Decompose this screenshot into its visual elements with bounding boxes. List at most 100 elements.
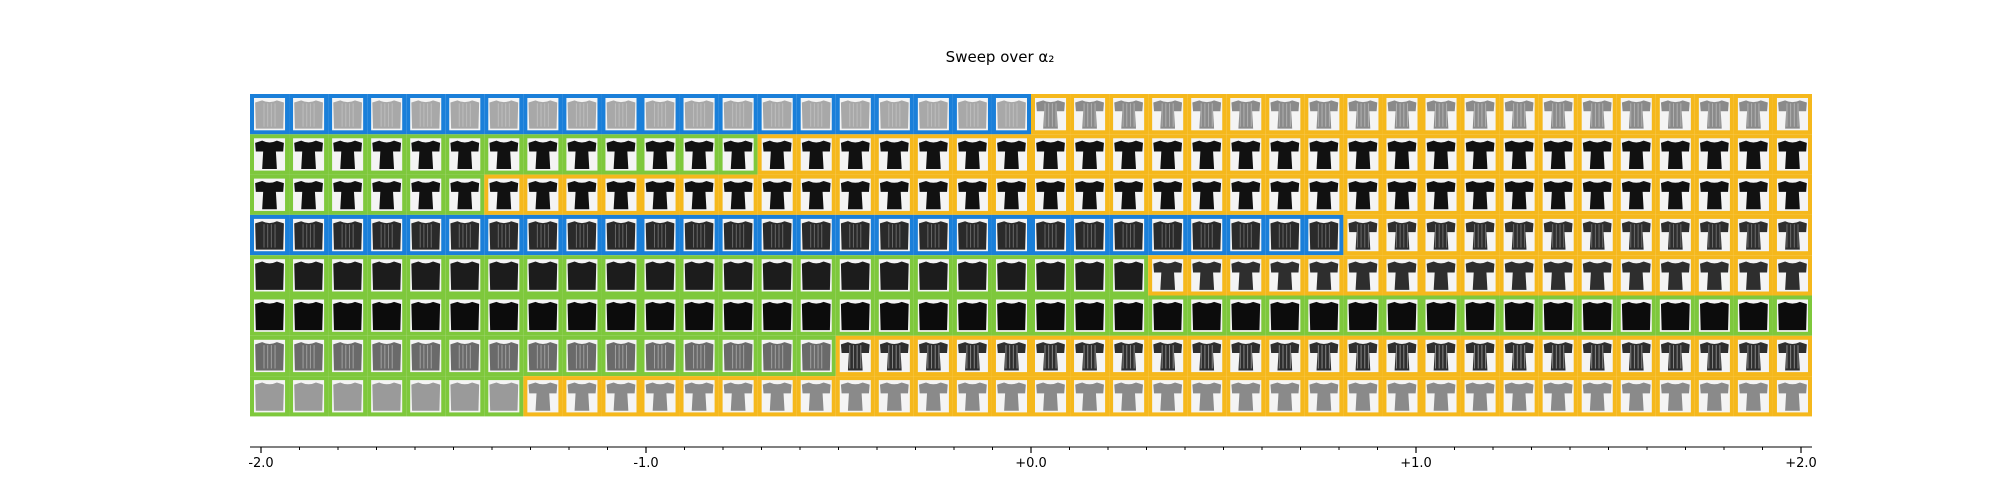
sample-tile	[1772, 255, 1812, 296]
sample-tile	[1655, 335, 1695, 377]
sample-tile	[1070, 94, 1110, 135]
sample-tile	[406, 214, 446, 256]
sample-tile	[1148, 376, 1188, 417]
sample-tile	[1109, 295, 1149, 336]
sample-tile	[1733, 134, 1773, 175]
sample-tile	[1577, 335, 1617, 377]
sample-tile	[562, 376, 602, 417]
sample-tile	[835, 134, 875, 175]
sample-tile	[289, 376, 329, 417]
x-axis: -2.0 -1.0 +0.0 +1.0 +2.0	[248, 446, 1817, 471]
sample-tile	[367, 134, 407, 175]
sample-tile	[991, 255, 1032, 296]
sample-tile	[1499, 134, 1539, 175]
sample-tile	[328, 335, 368, 377]
sample-tile	[1343, 255, 1383, 296]
sample-tile	[679, 376, 719, 417]
sample-tile	[1031, 174, 1071, 215]
sample-tile	[757, 255, 797, 296]
sample-tile	[1226, 255, 1266, 296]
sample-tile	[1382, 255, 1422, 296]
sample-tile	[1109, 376, 1149, 417]
sample-tile	[1772, 214, 1812, 256]
sample-tile	[523, 376, 563, 417]
sample-tile	[1538, 214, 1578, 256]
sample-tile	[757, 134, 797, 175]
sample-tile	[562, 174, 602, 215]
sample-tile	[1460, 214, 1500, 256]
sample-tile	[1304, 295, 1344, 336]
sample-tile	[796, 134, 836, 175]
sample-tile	[718, 255, 758, 296]
sample-tile	[601, 174, 641, 215]
sample-tile	[991, 214, 1032, 256]
sample-tile	[796, 214, 836, 256]
sample-tile	[835, 255, 875, 296]
sample-tile	[406, 376, 446, 417]
sample-tile	[1538, 335, 1578, 377]
sample-tile	[250, 174, 290, 215]
sample-tile	[718, 134, 758, 175]
sample-tile	[289, 134, 329, 175]
sample-tile	[1694, 255, 1734, 296]
sample-tile	[523, 94, 563, 135]
sample-tile	[1577, 255, 1617, 296]
sample-tile	[484, 214, 524, 256]
sample-tile	[1187, 335, 1227, 377]
sample-tile	[640, 94, 680, 135]
sample-tile	[445, 174, 485, 215]
sample-tile	[1694, 94, 1734, 135]
sample-tile	[1655, 94, 1695, 135]
sample-tile	[1382, 214, 1422, 256]
sample-tile	[484, 134, 524, 175]
sample-tile	[1304, 94, 1344, 135]
sample-tile	[523, 255, 563, 296]
sample-tile	[1031, 214, 1071, 256]
sample-tile	[1499, 295, 1539, 336]
sample-tile	[874, 255, 914, 296]
sample-tile	[835, 94, 875, 135]
sample-tile	[991, 94, 1032, 135]
sample-tile	[1616, 94, 1656, 135]
sample-tile	[1460, 174, 1500, 215]
sample-tile	[1382, 295, 1422, 336]
sample-tile	[1421, 134, 1461, 175]
sample-tile	[1733, 376, 1773, 417]
sample-tile	[601, 94, 641, 135]
sample-tile	[1070, 134, 1110, 175]
sample-tile	[523, 174, 563, 215]
sample-tile	[1187, 295, 1227, 336]
sample-tile	[1733, 174, 1773, 215]
sample-tile	[250, 255, 290, 296]
sample-tile	[1265, 335, 1305, 377]
sample-tile	[1577, 174, 1617, 215]
sample-tile	[289, 295, 329, 336]
sample-tile	[1655, 255, 1695, 296]
sample-tile	[367, 214, 407, 256]
sample-tile	[1538, 134, 1578, 175]
sample-tile	[1343, 214, 1383, 256]
sample-tile	[1733, 335, 1773, 377]
sample-tile	[523, 295, 563, 336]
sample-tile	[1226, 94, 1266, 135]
sample-tile	[1616, 376, 1656, 417]
sample-tile	[1031, 335, 1071, 377]
sample-tile	[1070, 174, 1110, 215]
sample-tile	[952, 214, 992, 256]
sample-tile	[952, 94, 992, 135]
sample-tile	[1187, 376, 1227, 417]
sample-tile	[952, 174, 992, 215]
sample-tile	[484, 174, 524, 215]
sample-tile	[1421, 376, 1461, 417]
sample-tile	[874, 134, 914, 175]
sample-tile	[445, 295, 485, 336]
sample-tile	[445, 94, 485, 135]
sample-tile	[523, 214, 563, 256]
sample-tile	[718, 376, 758, 417]
sample-tile	[796, 94, 836, 135]
sample-tile	[1460, 94, 1500, 135]
sample-tile	[1304, 214, 1344, 256]
sample-tile	[874, 335, 914, 377]
sample-tile	[913, 255, 953, 296]
sample-tile	[913, 335, 953, 377]
